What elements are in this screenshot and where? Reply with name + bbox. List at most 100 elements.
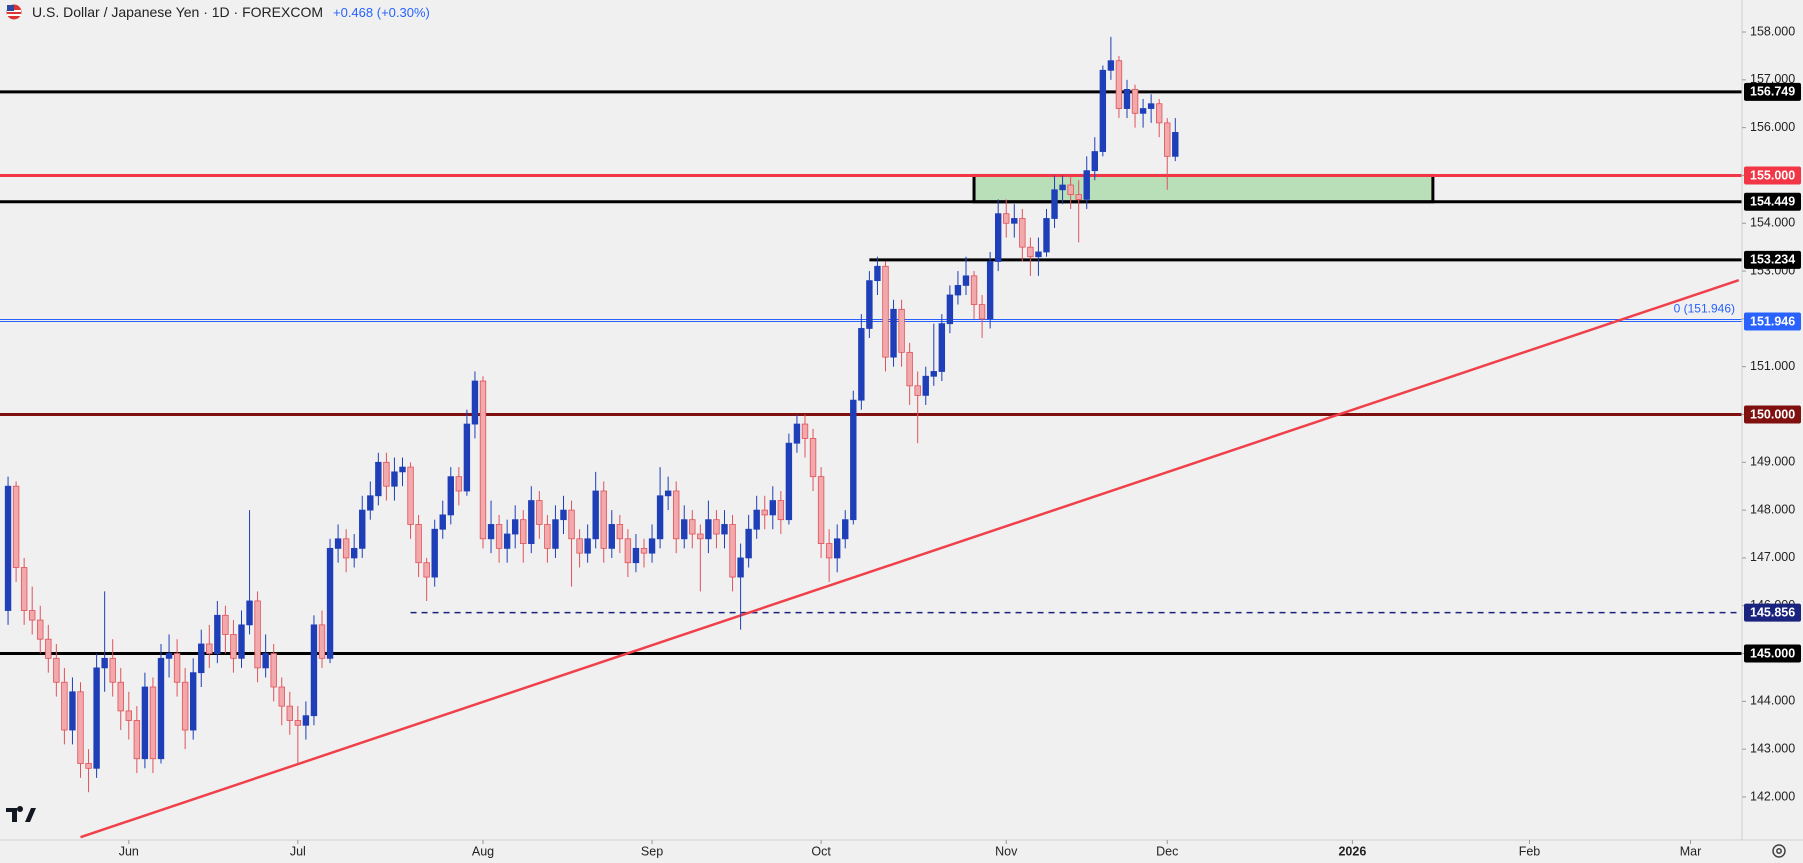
level-price-box	[1744, 166, 1801, 185]
candle-body	[874, 265, 881, 282]
candle-body	[342, 538, 350, 559]
candle-body	[367, 495, 374, 511]
candle-body	[681, 519, 688, 540]
candle-body	[1115, 60, 1123, 109]
candle-body	[415, 524, 422, 564]
x-tick-label: Aug	[472, 844, 494, 858]
candle-body	[1107, 60, 1115, 71]
candle-body	[608, 524, 615, 549]
candle-body	[495, 524, 503, 549]
candle-body	[600, 490, 607, 549]
candle-body	[528, 500, 535, 544]
candle-body	[994, 213, 1002, 262]
candle-body	[938, 323, 946, 372]
tv-logo[interactable]	[6, 806, 36, 822]
candle-body	[777, 500, 785, 521]
candle-body	[1003, 213, 1010, 224]
candle-body	[262, 653, 269, 669]
candle-body	[45, 638, 52, 659]
candle-body	[785, 442, 793, 521]
candle-body	[914, 385, 921, 396]
x-tick-label: Dec	[1156, 844, 1178, 858]
y-tick-label: 144.000	[1750, 694, 1795, 708]
y-tick-label: 158.000	[1750, 24, 1795, 38]
x-tick-label: Sep	[641, 844, 663, 858]
x-tick-label: Nov	[995, 844, 1018, 858]
candle-body	[970, 275, 978, 305]
candle-body	[455, 476, 463, 492]
candle-body	[141, 686, 149, 760]
candle-body	[286, 705, 293, 721]
candle-body	[270, 653, 277, 688]
candle-body	[93, 667, 100, 769]
flag-stripe	[7, 14, 21, 16]
x-tick-label: Mar	[1680, 844, 1702, 858]
level-price-label: 154.449	[1750, 195, 1795, 209]
candle-body	[77, 691, 84, 764]
candle-body	[560, 509, 567, 521]
candle-body	[125, 710, 132, 721]
candle-body	[809, 438, 817, 478]
level-price-box	[1744, 405, 1801, 424]
candle-body	[584, 538, 591, 554]
candle-body	[536, 500, 543, 525]
candle-body	[407, 466, 414, 525]
level-price-label: 155.000	[1750, 168, 1795, 182]
candle-body	[745, 528, 752, 559]
candle-body	[954, 285, 962, 296]
flag-icon	[6, 4, 22, 20]
candle-body	[359, 509, 366, 549]
candle-body	[61, 681, 68, 731]
symbol-header: U.S. Dollar / Japanese Yen · 1D · FOREXC…	[6, 2, 430, 22]
candle-body	[1051, 189, 1058, 219]
candle-body	[624, 538, 632, 564]
candle-body	[656, 495, 664, 540]
candle-body	[471, 380, 479, 425]
candle-body	[447, 476, 454, 516]
candle-body	[946, 294, 954, 325]
candle-body	[294, 720, 302, 726]
candle-body	[817, 476, 825, 544]
candle-body	[157, 657, 165, 760]
settings-button[interactable]	[1772, 844, 1786, 858]
candle-body	[318, 624, 326, 659]
candle-body	[463, 423, 471, 492]
candle-body	[520, 519, 527, 544]
candle-body	[4, 485, 12, 611]
candle-body	[922, 375, 929, 396]
level-price-box	[1744, 250, 1801, 269]
candle-body	[246, 600, 253, 626]
candle-body	[439, 514, 446, 530]
candle-body	[101, 657, 108, 669]
candle-body	[479, 380, 487, 540]
candle-body	[1123, 89, 1131, 109]
candle-body	[1091, 151, 1098, 172]
level-note: 0 (151.946)	[1674, 302, 1735, 316]
y-tick-label: 147.000	[1750, 550, 1795, 564]
candle-body	[189, 672, 197, 731]
candle-body	[53, 657, 60, 683]
candle-body	[1139, 108, 1147, 114]
candle-body	[1155, 103, 1163, 124]
candle-body	[616, 524, 624, 540]
y-tick-label: 148.000	[1750, 502, 1795, 516]
candle-body	[109, 657, 116, 683]
candle-body	[632, 547, 640, 564]
candle-body	[302, 715, 310, 726]
candle-body	[729, 524, 736, 578]
gear-outer	[1772, 844, 1786, 858]
candle-body	[1011, 218, 1018, 224]
candle-body	[986, 261, 994, 320]
candle-body	[222, 614, 229, 635]
candle-body	[721, 524, 728, 535]
candle-body	[206, 643, 213, 654]
candle-body	[1164, 122, 1171, 157]
candle-body	[350, 547, 358, 559]
x-tick-label: Jul	[290, 844, 306, 858]
candle-body	[640, 547, 648, 554]
symbol-title[interactable]: U.S. Dollar / Japanese Yen · 1D · FOREXC…	[32, 4, 323, 20]
candle-body	[133, 720, 141, 760]
level-price-box	[1744, 192, 1801, 211]
level-price-label: 145.000	[1750, 646, 1795, 660]
